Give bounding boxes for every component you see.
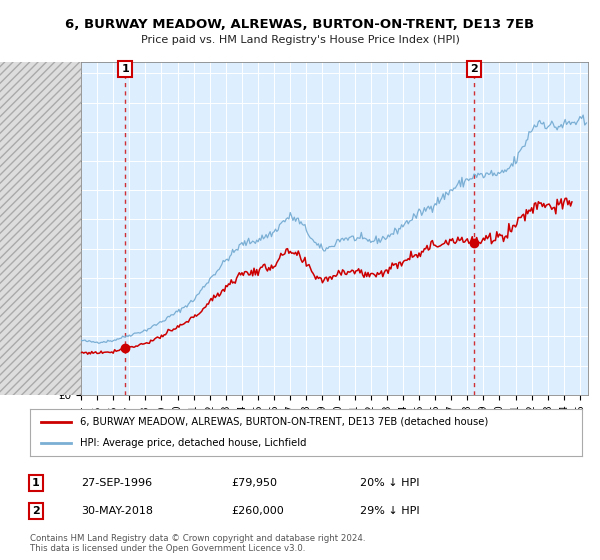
Text: 30-MAY-2018: 30-MAY-2018	[81, 506, 153, 516]
Text: £260,000: £260,000	[231, 506, 284, 516]
Text: 29% ↓ HPI: 29% ↓ HPI	[360, 506, 419, 516]
Text: 1: 1	[32, 478, 40, 488]
Text: 1: 1	[121, 64, 129, 74]
Text: 6, BURWAY MEADOW, ALREWAS, BURTON-ON-TRENT, DE13 7EB (detached house): 6, BURWAY MEADOW, ALREWAS, BURTON-ON-TRE…	[80, 417, 488, 427]
Text: HPI: Average price, detached house, Lichfield: HPI: Average price, detached house, Lich…	[80, 438, 306, 448]
Text: 6, BURWAY MEADOW, ALREWAS, BURTON-ON-TRENT, DE13 7EB: 6, BURWAY MEADOW, ALREWAS, BURTON-ON-TRE…	[65, 18, 535, 31]
Text: 20% ↓ HPI: 20% ↓ HPI	[360, 478, 419, 488]
Text: 2: 2	[32, 506, 40, 516]
Text: 27-SEP-1996: 27-SEP-1996	[81, 478, 152, 488]
Text: 2: 2	[470, 64, 478, 74]
Text: Contains HM Land Registry data © Crown copyright and database right 2024.
This d: Contains HM Land Registry data © Crown c…	[30, 534, 365, 553]
Text: Price paid vs. HM Land Registry's House Price Index (HPI): Price paid vs. HM Land Registry's House …	[140, 35, 460, 45]
Text: £79,950: £79,950	[231, 478, 277, 488]
